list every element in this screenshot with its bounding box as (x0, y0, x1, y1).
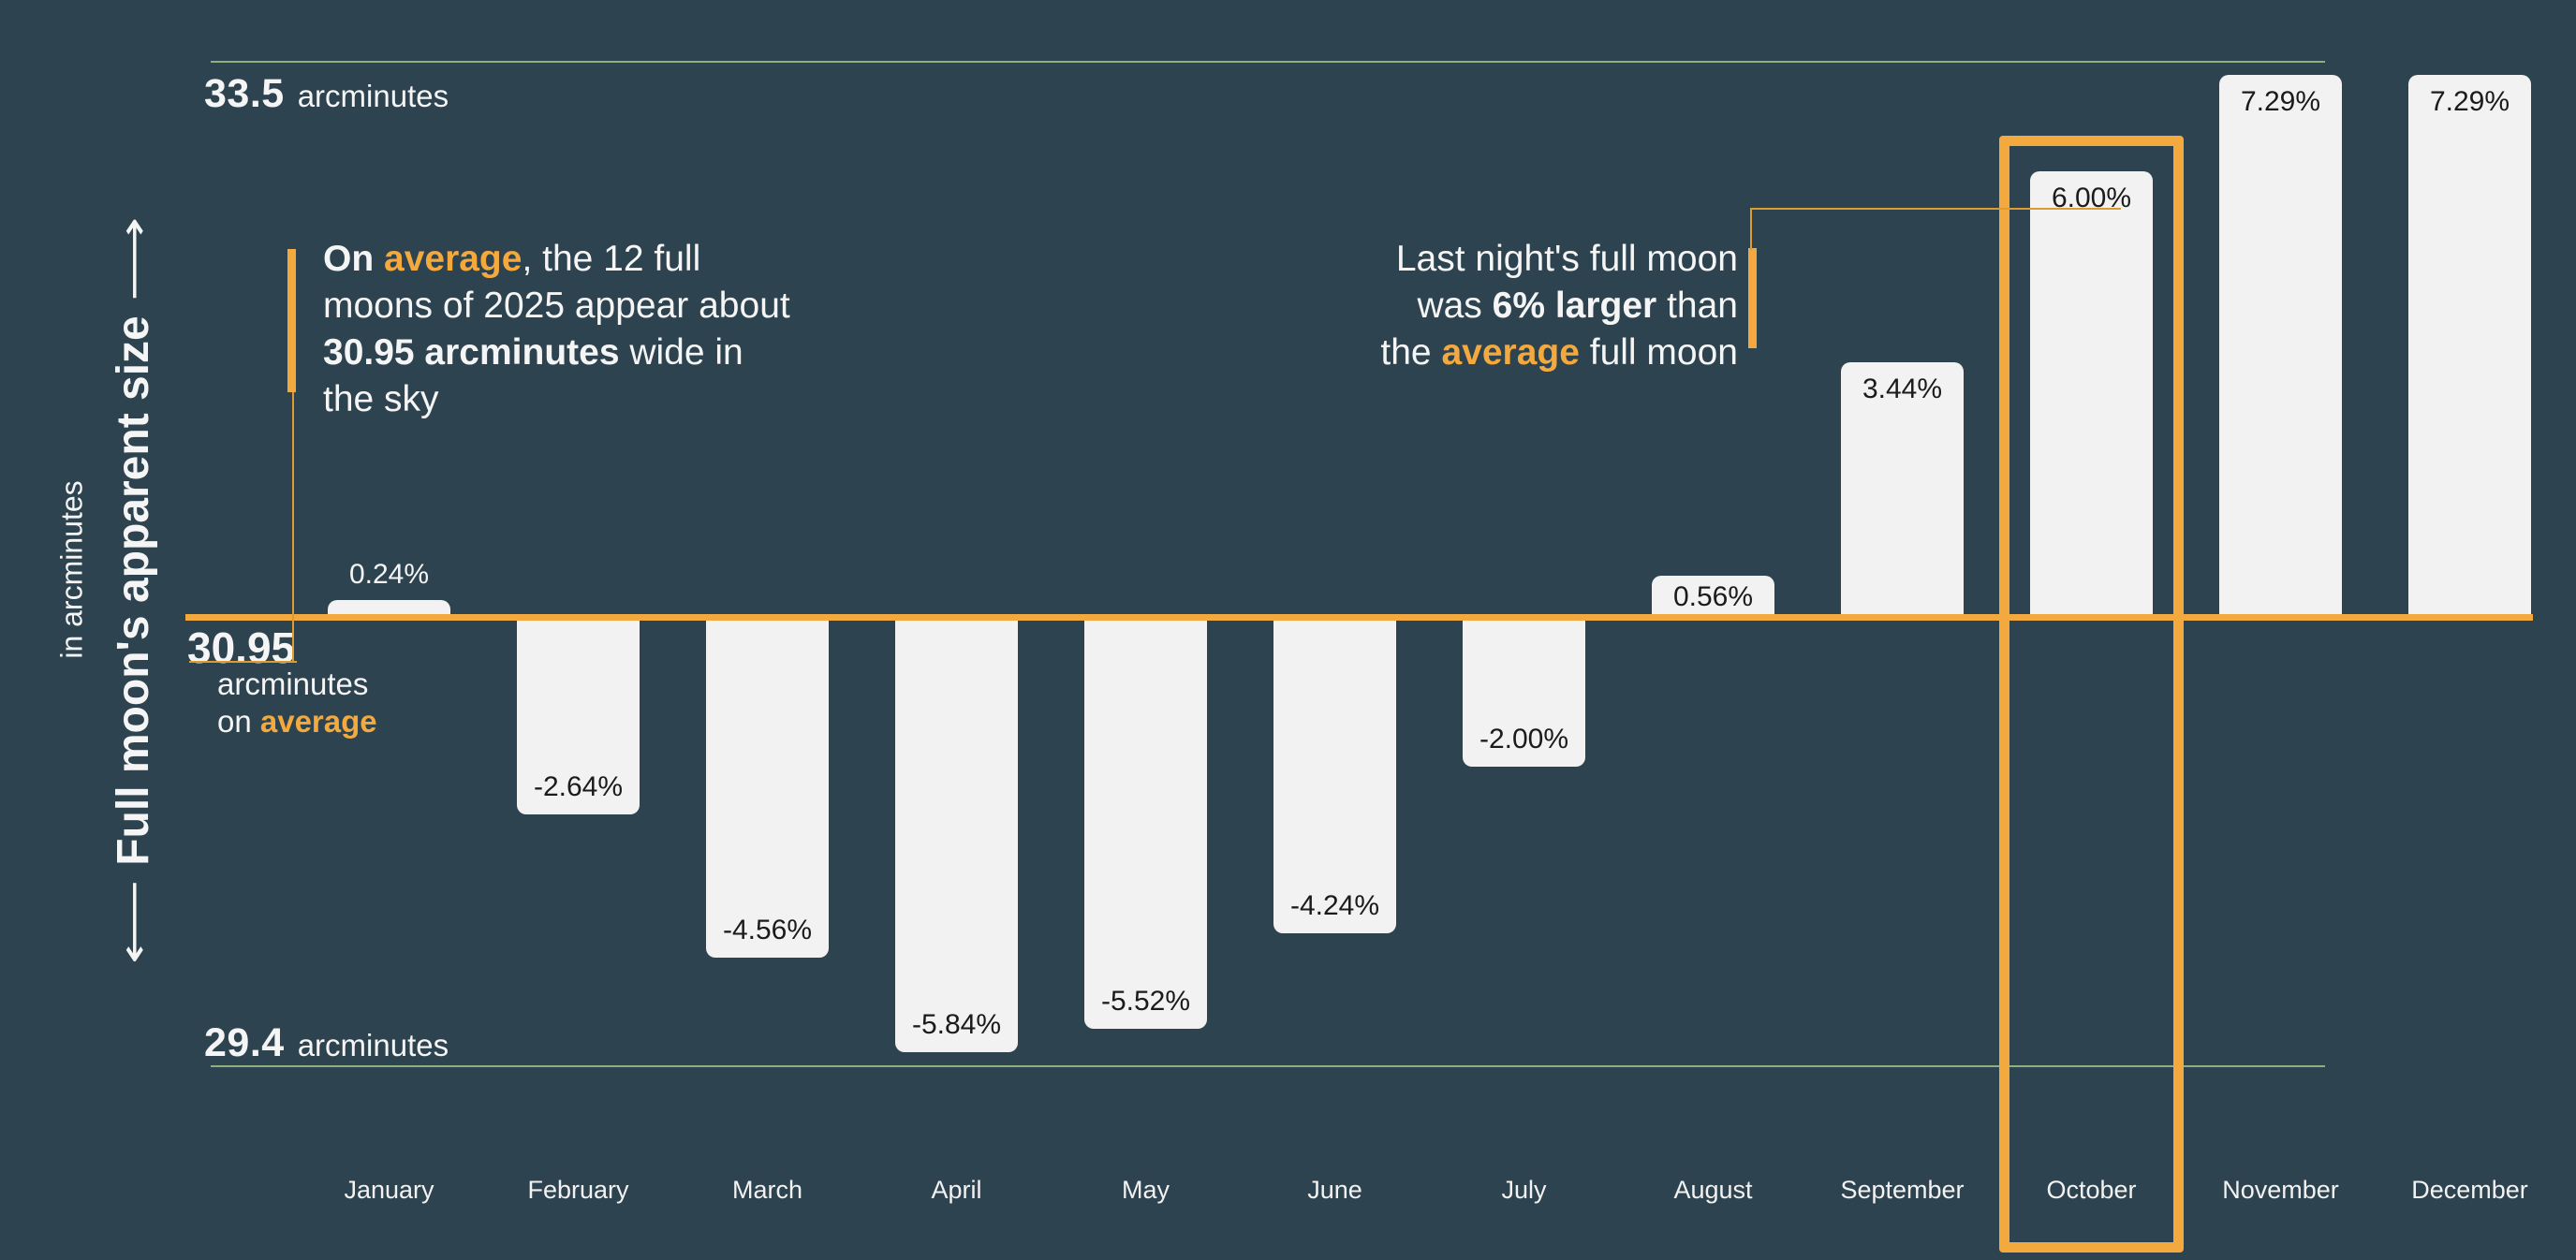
bar-october (2030, 171, 2153, 618)
bar-march (706, 618, 829, 958)
left-annotation-tick (287, 249, 296, 392)
bar-value-label-february: -2.64% (533, 770, 624, 802)
right-annotation-tick (1748, 248, 1757, 348)
annotation-segment: On (323, 239, 384, 279)
bar-may (1084, 618, 1207, 1029)
x-axis-label-august: August (1673, 1176, 1753, 1204)
average-unit: arcminutes (217, 667, 369, 701)
axis-arrow-down-icon: ⟵ (110, 879, 156, 965)
bar-june (1273, 618, 1396, 934)
bar-value-label-january: 0.24% (348, 558, 430, 590)
x-axis-label-april: April (931, 1176, 982, 1204)
average-qualifier-prefix: on (217, 704, 260, 739)
reference-bottom-value: 29.4 (204, 1020, 285, 1065)
annotation-segment: 30.95 arcminutes (323, 332, 620, 373)
x-axis-label-july: July (1501, 1176, 1547, 1204)
left-annotation: On average, the 12 full moons of 2025 app… (323, 236, 790, 423)
average-line (185, 614, 2533, 621)
bar-january (328, 599, 450, 618)
bar-august (1652, 576, 1774, 618)
x-axis-label-october: October (2046, 1176, 2137, 1204)
x-axis-label-january: January (344, 1176, 434, 1204)
annotation-line: 30.95 arcminutes wide in (323, 330, 790, 376)
annotation-line: the average full moon (1380, 330, 1738, 376)
annotation-line: the sky (323, 376, 790, 423)
average-qualifier-highlight: average (259, 704, 377, 739)
annotation-segment: average (384, 239, 523, 279)
bar-value-label-august: 0.56% (1672, 581, 1754, 613)
left-annotation-connector-vertical (292, 392, 294, 662)
average-underline (189, 661, 297, 663)
x-axis-label-june: June (1307, 1176, 1362, 1204)
annotation-segment: , the 12 full (522, 239, 701, 279)
bar-february (517, 618, 640, 814)
annotation-segment: moons of 2025 appear about (323, 286, 790, 326)
annotation-segment: the sky (323, 379, 439, 419)
y-axis-unit: in arcminutes (54, 480, 89, 659)
bar-july (1463, 618, 1585, 767)
annotation-line: was 6% larger than (1380, 283, 1738, 330)
bar-value-label-march: -4.56% (722, 914, 813, 945)
bar-value-label-june: -4.24% (1289, 890, 1380, 922)
annotation-line: On average, the 12 full (323, 236, 790, 283)
reference-bottom-unit: arcminutes (297, 1028, 449, 1062)
reference-line-bottom (211, 1065, 2325, 1067)
bar-value-label-september: 3.44% (1862, 373, 1943, 404)
x-axis-label-february: February (527, 1176, 629, 1204)
right-annotation-connector-vertical (1750, 208, 1752, 250)
bar-value-label-july: -2.00% (1479, 724, 1569, 755)
reference-label-bottom: 29.4 arcminutes (204, 1020, 449, 1066)
bar-value-label-april: -5.84% (911, 1009, 1002, 1041)
x-axis-label-december: December (2411, 1176, 2528, 1204)
bar-september (1841, 361, 1964, 618)
x-axis-label-november: November (2222, 1176, 2339, 1204)
annotation-segment: full moon (1579, 332, 1738, 373)
right-annotation: Last night's full moon was 6% larger than… (1380, 236, 1738, 376)
annotation-segment: was (1417, 286, 1493, 326)
annotation-line: moons of 2025 appear about (323, 283, 790, 330)
bar-november (2219, 75, 2342, 618)
y-axis-title: ⟵ Full moon's apparent size ⟶ (100, 217, 166, 964)
bar-value-label-november: 7.29% (2240, 86, 2321, 118)
axis-arrow-up-icon: ⟶ (110, 216, 156, 302)
x-axis-label-may: May (1121, 1176, 1170, 1204)
reference-label-top: 33.5 arcminutes (204, 71, 449, 117)
highlight-box-october (1999, 136, 2184, 1253)
y-axis-title-text: Full moon's apparent size (108, 315, 158, 866)
bar-value-label-may: -5.52% (1100, 985, 1191, 1017)
bar-value-label-december: 7.29% (2429, 86, 2510, 118)
reference-top-value: 33.5 (204, 71, 285, 116)
annotation-segment: Last night's full moon (1395, 239, 1738, 279)
reference-line-top (211, 61, 2325, 63)
annotation-line: Last night's full moon (1380, 236, 1738, 283)
annotation-segment: wide in (619, 332, 743, 373)
annotation-segment: than (1656, 286, 1738, 326)
annotation-segment: 6% larger (1492, 286, 1657, 326)
bar-april (895, 618, 1018, 1053)
annotation-segment: average (1441, 332, 1580, 373)
average-value: 30.95 (187, 623, 296, 672)
reference-top-unit: arcminutes (297, 79, 449, 113)
bar-december (2408, 75, 2531, 618)
x-axis-label-september: September (1840, 1176, 1965, 1204)
x-axis-label-march: March (731, 1176, 802, 1204)
right-annotation-connector-horizontal (1750, 208, 2121, 210)
average-qualifier: on average (217, 704, 377, 740)
annotation-segment: the (1380, 332, 1442, 373)
